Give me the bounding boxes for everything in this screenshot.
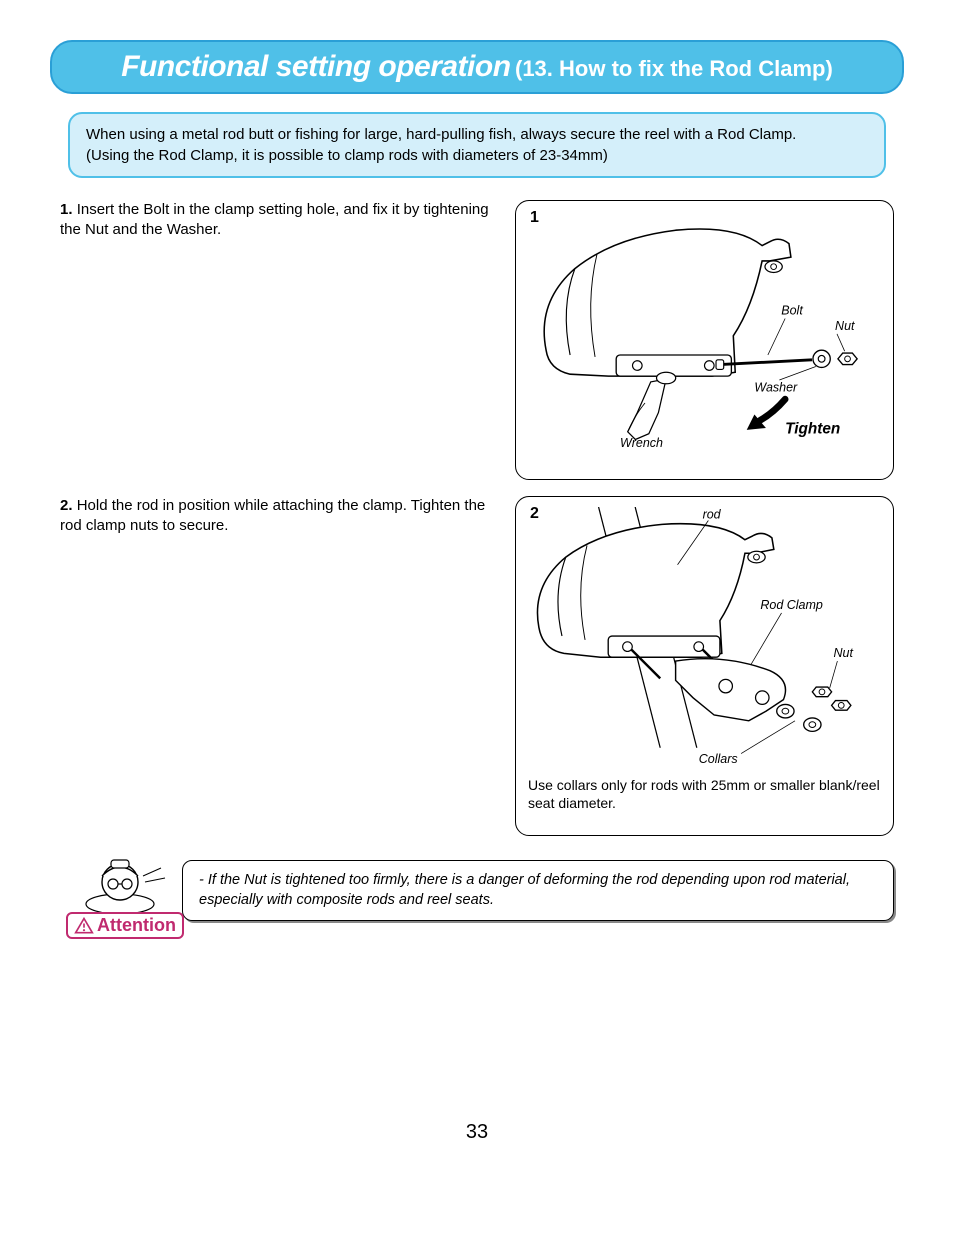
label-rodclamp: Rod Clamp	[760, 598, 823, 612]
step-1-body: Insert the Bolt in the clamp setting hol…	[60, 201, 489, 238]
label-tighten: Tighten	[785, 421, 840, 438]
figure-1-num: 1	[530, 209, 539, 227]
figure-2-footnote: Use collars only for rods with 25mm or s…	[528, 776, 881, 812]
label-nut2: Nut	[834, 646, 854, 660]
step-2-text: 2. Hold the rod in position while attach…	[60, 496, 515, 537]
figure-1-illustration: Bolt Nut Washer Wrench Tighten	[528, 211, 881, 451]
figure-2: 2	[515, 496, 894, 836]
step-2-num: 2.	[60, 497, 73, 514]
label-wrench: Wrench	[620, 436, 663, 450]
attention-badge-text: Attention	[97, 915, 176, 936]
title-main: Functional setting operation	[121, 50, 510, 83]
intro-line-2: (Using the Rod Clamp, it is possible to …	[86, 145, 868, 166]
label-collars: Collars	[699, 752, 738, 766]
step-1-num: 1.	[60, 201, 73, 218]
step-1-text: 1. Insert the Bolt in the clamp setting …	[60, 200, 515, 241]
figure-2-num: 2	[530, 505, 539, 523]
step-1-row: 1. Insert the Bolt in the clamp setting …	[60, 200, 894, 480]
attention-text: - If the Nut is tightened too firmly, th…	[182, 860, 894, 921]
figure-1: 1	[515, 200, 894, 480]
title-sub: (13. How to fix the Rod Clamp)	[515, 56, 833, 81]
figure-2-illustration: rod Rod Clamp Nut Collars	[528, 507, 881, 767]
attention-block: Attention - If the Nut is tightened too …	[60, 854, 894, 941]
attention-badge: Attention	[66, 912, 184, 939]
label-washer: Washer	[754, 380, 798, 394]
warning-triangle-icon	[74, 916, 94, 936]
label-rod: rod	[703, 508, 722, 522]
label-bolt: Bolt	[781, 304, 803, 318]
step-2-body: Hold the rod in position while attaching…	[60, 497, 485, 534]
intro-line-1: When using a metal rod butt or fishing f…	[86, 124, 868, 145]
label-nut: Nut	[835, 319, 855, 333]
mascot-icon	[75, 854, 175, 916]
intro-box: When using a metal rod butt or fishing f…	[68, 112, 886, 178]
attention-left: Attention	[60, 854, 190, 941]
step-2-row: 2. Hold the rod in position while attach…	[60, 496, 894, 836]
title-banner: Functional setting operation (13. How to…	[50, 40, 904, 94]
page-number: 33	[50, 1121, 904, 1144]
